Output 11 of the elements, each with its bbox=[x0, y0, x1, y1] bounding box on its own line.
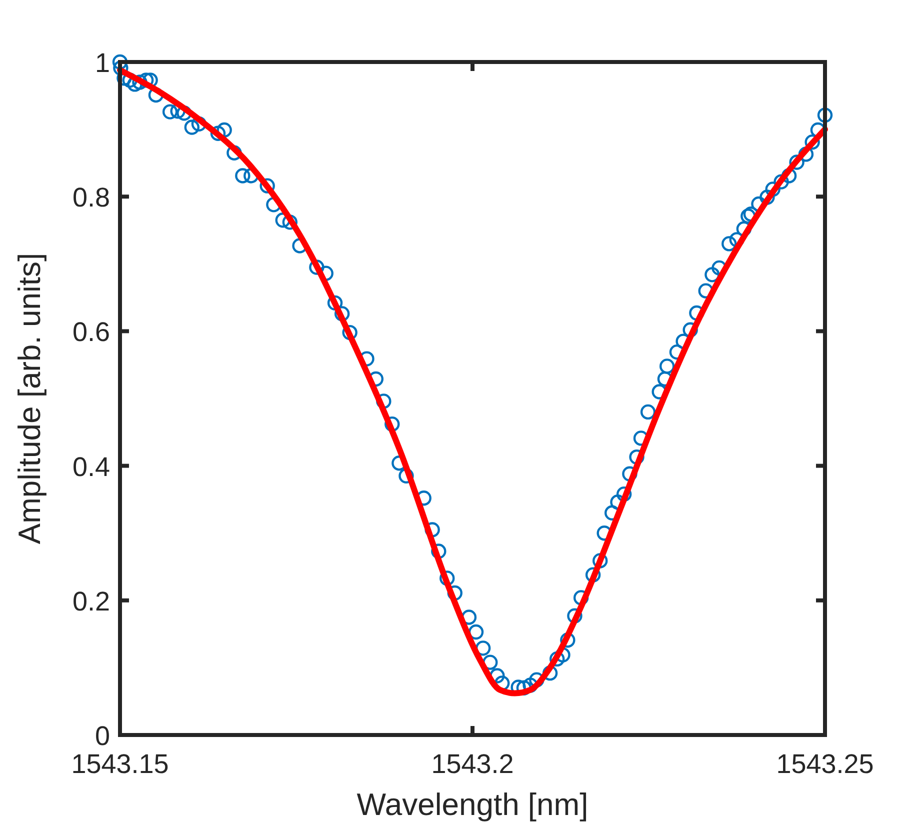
y-tick-label: 0 bbox=[94, 721, 110, 751]
y-tick-label: 0.6 bbox=[72, 317, 110, 348]
x-tick-label: 1543.2 bbox=[431, 749, 514, 779]
y-tick-label: 0.2 bbox=[72, 586, 110, 616]
y-axis-title: Amplitude [arb. units] bbox=[12, 252, 47, 544]
y-tick-label: 0.4 bbox=[72, 452, 110, 482]
y-tick-label: 1 bbox=[94, 48, 110, 78]
y-tick-label: 0.8 bbox=[72, 182, 110, 213]
x-axis-title: Wavelength [nm] bbox=[356, 787, 588, 822]
x-tick-label: 1543.25 bbox=[776, 749, 874, 779]
x-tick-label: 1543.15 bbox=[71, 749, 169, 779]
